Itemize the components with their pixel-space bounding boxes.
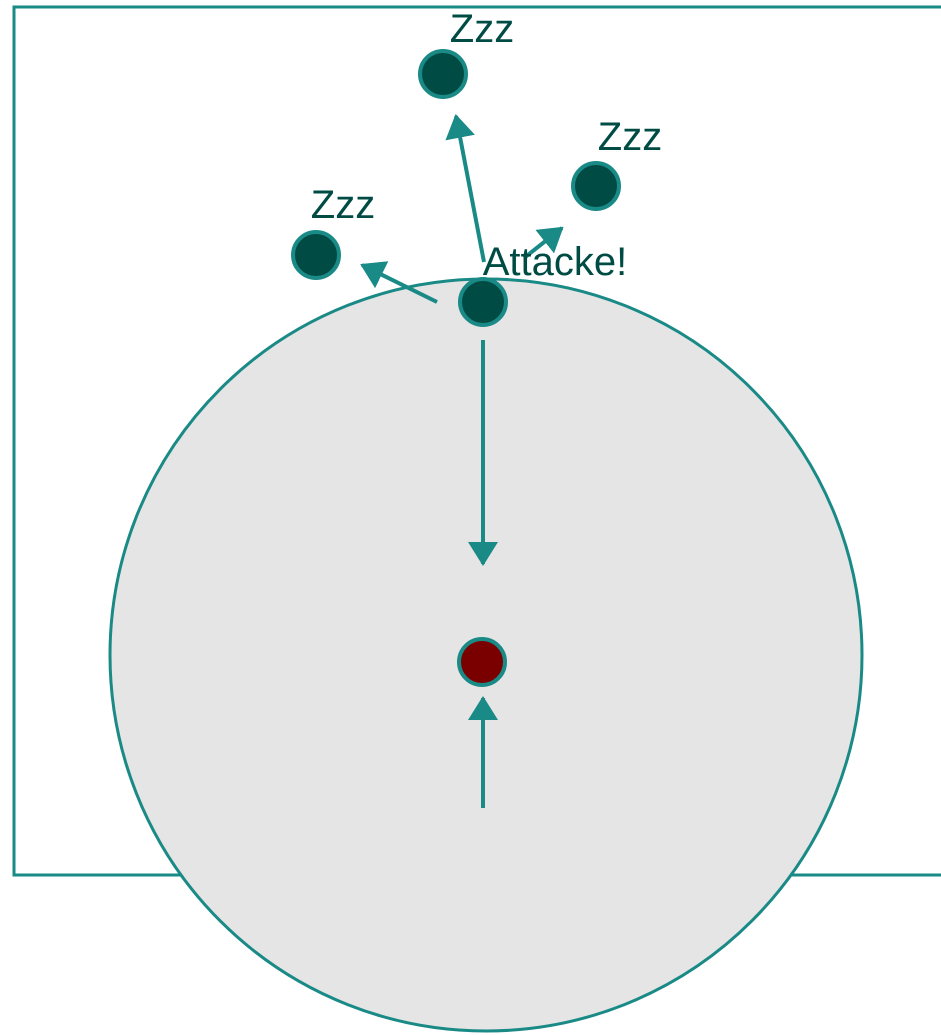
label-top-zzz: Zzz <box>450 7 514 51</box>
node-left <box>291 230 341 280</box>
target-node <box>457 637 507 687</box>
arrow-to-left-node <box>360 261 438 304</box>
label-left-zzz: Zzz <box>311 183 375 227</box>
node-attacker <box>458 277 508 327</box>
label-attacker: Attacke! <box>483 240 628 284</box>
label-right-zzz: Zzz <box>598 115 662 159</box>
arrow-to-right-node <box>522 226 564 260</box>
node-top <box>418 49 468 99</box>
node-right <box>571 161 621 211</box>
arrow-to-top-node <box>445 114 486 263</box>
